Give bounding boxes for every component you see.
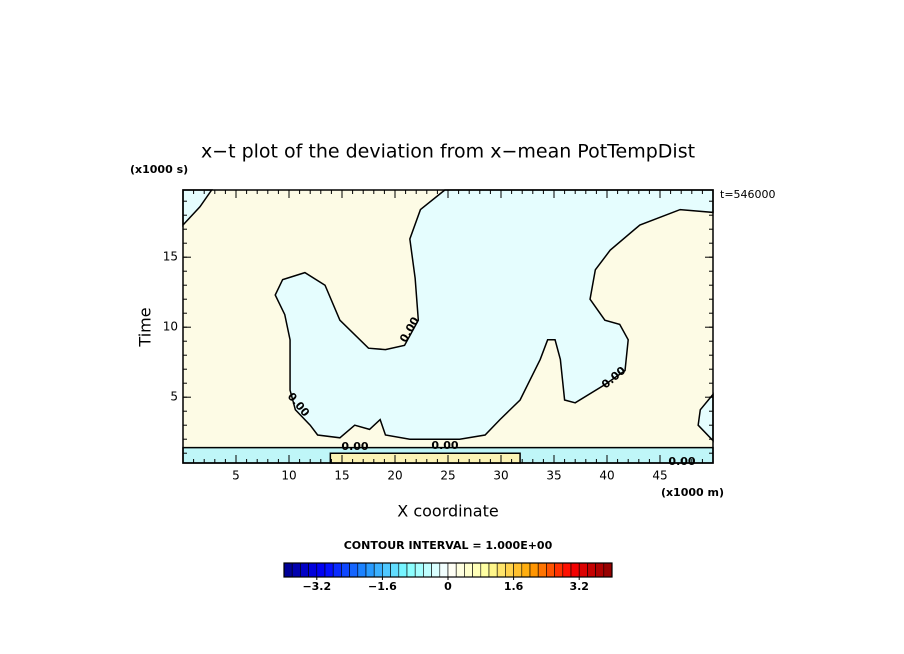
colorbar-cell bbox=[488, 562, 498, 578]
colorbar-cell bbox=[414, 562, 424, 578]
colorbar-cell bbox=[529, 562, 539, 578]
x-tick-label: 25 bbox=[440, 469, 455, 483]
colorbar-cell bbox=[365, 562, 375, 578]
colorbar-cell bbox=[464, 562, 473, 578]
colorbar-cell bbox=[455, 562, 465, 578]
colorbar-cell bbox=[300, 562, 309, 578]
colorbar-cell bbox=[390, 562, 400, 578]
colorbar-cell bbox=[349, 562, 359, 578]
x-tick-label: 45 bbox=[652, 469, 667, 483]
colorbar-cell bbox=[587, 562, 596, 578]
x-tick-label: 40 bbox=[599, 469, 614, 483]
y-unit: (x1000 s) bbox=[130, 163, 188, 176]
time-label: t=546000 bbox=[720, 188, 776, 201]
colorbar-tick-label: 1.6 bbox=[504, 580, 524, 593]
x-axis-label: X coordinate bbox=[397, 502, 498, 521]
colorbar-cell bbox=[332, 562, 342, 578]
colorbar-cell bbox=[439, 562, 449, 578]
colorbar-cell bbox=[595, 562, 605, 578]
colorbar-cell bbox=[324, 562, 334, 578]
colorbar-cell bbox=[472, 562, 482, 578]
x-tick-label: 5 bbox=[232, 469, 240, 483]
colorbar-cell bbox=[447, 562, 457, 578]
chart-title: x−t plot of the deviation from x−mean Po… bbox=[201, 141, 695, 163]
x-unit: (x1000 m) bbox=[661, 486, 724, 499]
y-tick-label: 10 bbox=[163, 320, 178, 334]
colorbar-cell bbox=[570, 562, 580, 578]
colorbar-tick-label: 3.2 bbox=[569, 580, 589, 593]
colorbar-cell bbox=[308, 562, 318, 578]
colorbar-cell bbox=[398, 562, 408, 578]
y-axis-label: Time bbox=[136, 307, 155, 347]
colorbar-cell bbox=[546, 562, 555, 578]
x-tick-label: 35 bbox=[546, 469, 561, 483]
colorbar-cell bbox=[537, 562, 547, 578]
contour-label: 0.00 bbox=[668, 455, 695, 468]
contour-label: 0.00 bbox=[341, 440, 368, 453]
x-tick-label: 20 bbox=[387, 469, 402, 483]
colorbar-cell bbox=[283, 562, 293, 578]
colorbar-cell bbox=[406, 562, 416, 578]
colorbar-cell bbox=[431, 562, 441, 578]
colorbar-cell bbox=[291, 562, 301, 578]
colorbar-cell bbox=[554, 562, 564, 578]
colorbar-cell bbox=[505, 562, 514, 578]
colorbar-cell bbox=[513, 562, 523, 578]
contour-label: 0.00 bbox=[431, 439, 458, 452]
x-tick-label: 15 bbox=[334, 469, 349, 483]
contour-region bbox=[274, 189, 714, 440]
x-tick-label: 30 bbox=[493, 469, 508, 483]
colorbar-cell bbox=[341, 562, 350, 578]
colorbar-cell bbox=[578, 562, 588, 578]
colorbar-cell bbox=[480, 562, 490, 578]
colorbar-cell bbox=[521, 562, 531, 578]
colorbar-tick-label: −3.2 bbox=[302, 580, 331, 593]
colorbar-cell bbox=[423, 562, 432, 578]
colorbar-cell bbox=[316, 562, 326, 578]
y-tick-label: 5 bbox=[170, 390, 178, 404]
colorbar-cell bbox=[603, 562, 613, 578]
colorbar-title: CONTOUR INTERVAL = 1.000E+00 bbox=[344, 539, 553, 552]
colorbar-tick-label: −1.6 bbox=[368, 580, 397, 593]
colorbar-cell bbox=[496, 562, 506, 578]
contour-region bbox=[329, 452, 521, 464]
colorbar-cell bbox=[373, 562, 383, 578]
colorbar-tick-label: 0 bbox=[444, 580, 452, 593]
colorbar-cell bbox=[562, 562, 572, 578]
colorbar-cell bbox=[357, 562, 367, 578]
colorbar-cell bbox=[382, 562, 391, 578]
y-tick-label: 15 bbox=[163, 250, 178, 264]
x-tick-label: 10 bbox=[281, 469, 296, 483]
